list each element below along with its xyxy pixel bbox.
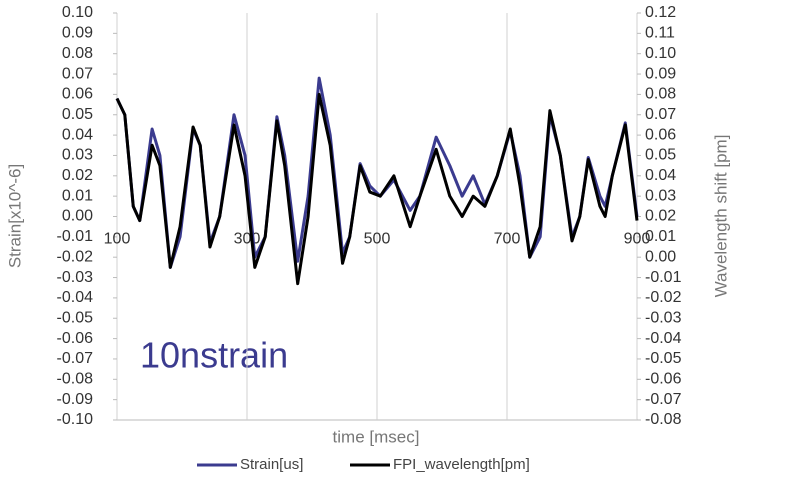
y-tick-label: 0.06 (62, 86, 93, 103)
y-tick-label: -0.08 (57, 371, 94, 388)
y2-tick-label: 0.04 (645, 167, 676, 184)
x-tick-label: 700 (494, 231, 521, 248)
y-tick-label: 0.02 (62, 167, 93, 184)
y2-tick-label: 0.05 (645, 147, 676, 164)
x-tick-label: 300 (234, 231, 261, 248)
y2-tick-label: -0.01 (645, 269, 682, 286)
y-tick-label: -0.06 (57, 330, 94, 347)
y2-tick-label: -0.06 (645, 371, 682, 388)
y-tick-label: -0.02 (57, 248, 94, 265)
y2-tick-label: 0.09 (645, 65, 676, 82)
y2-tick-label: 0.07 (645, 106, 676, 123)
y-tick-label: 0.09 (62, 25, 93, 42)
y2-tick-label: 0.00 (645, 248, 676, 265)
y-axis-title: Strain[x10^-6] (5, 164, 24, 268)
y-tick-label: 0.08 (62, 45, 93, 62)
annotation: 10nstrain (140, 335, 288, 376)
y-tick-label: 0.07 (62, 65, 93, 82)
y2-tick-label: -0.07 (645, 391, 682, 408)
x-axis-title: time [msec] (333, 427, 420, 446)
y2-tick-label: -0.03 (645, 309, 682, 326)
x-tick-label: 900 (624, 231, 651, 248)
y2-tick-label: -0.02 (645, 289, 682, 306)
y2-tick-label: -0.04 (645, 330, 682, 347)
y2-tick-label: 0.12 (645, 4, 676, 21)
x-tick-label: 500 (364, 231, 391, 248)
y-tick-label: 0.01 (62, 187, 93, 204)
y-tick-label: 0.03 (62, 147, 93, 164)
y-tick-label: 0.10 (62, 4, 93, 21)
legend-label: Strain[us] (240, 456, 303, 473)
y2-tick-label: 0.06 (645, 126, 676, 143)
y-tick-label: -0.03 (57, 269, 94, 286)
y2-tick-label: 0.02 (645, 208, 676, 225)
y2-tick-label: 0.03 (645, 187, 676, 204)
data-line (115, 92, 639, 286)
y-tick-label: -0.04 (57, 289, 94, 306)
y2-axis-title: Wavelength shift [pm] (711, 135, 730, 298)
x-tick-label: 100 (104, 231, 131, 248)
y2-tick-label: 0.01 (645, 228, 676, 245)
y2-tick-label: 0.08 (645, 86, 676, 103)
y-tick-label: -0.07 (57, 350, 94, 367)
y-tick-label: 0.05 (62, 106, 93, 123)
y-tick-label: -0.05 (57, 309, 94, 326)
y-tick-label: -0.10 (57, 411, 94, 428)
y-tick-label: -0.09 (57, 391, 94, 408)
y-tick-label: 0.00 (62, 208, 93, 225)
legend-label: FPI_wavelength[pm] (393, 456, 530, 473)
y2-tick-label: 0.10 (645, 45, 676, 62)
y2-tick-label: 0.11 (645, 25, 675, 42)
y2-tick-label: -0.05 (645, 350, 682, 367)
y-tick-label: 0.04 (62, 126, 93, 143)
y2-tick-label: -0.08 (645, 411, 682, 428)
y-tick-label: -0.01 (57, 228, 94, 245)
